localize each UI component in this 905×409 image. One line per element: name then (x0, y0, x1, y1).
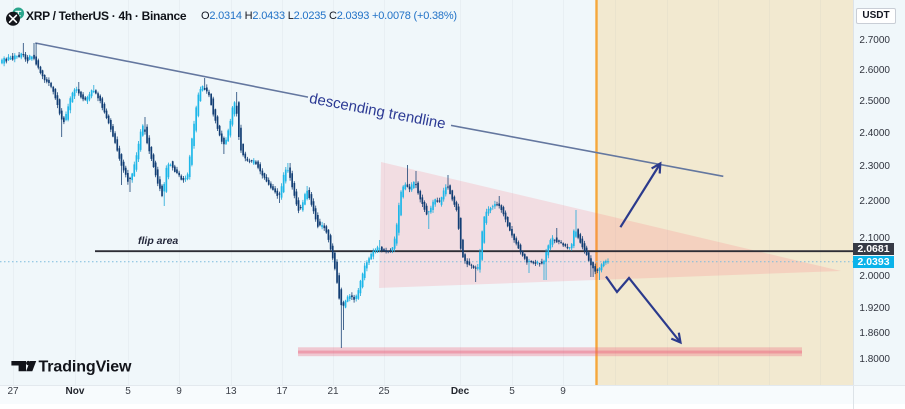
svg-text:TradingView: TradingView (39, 358, 133, 375)
